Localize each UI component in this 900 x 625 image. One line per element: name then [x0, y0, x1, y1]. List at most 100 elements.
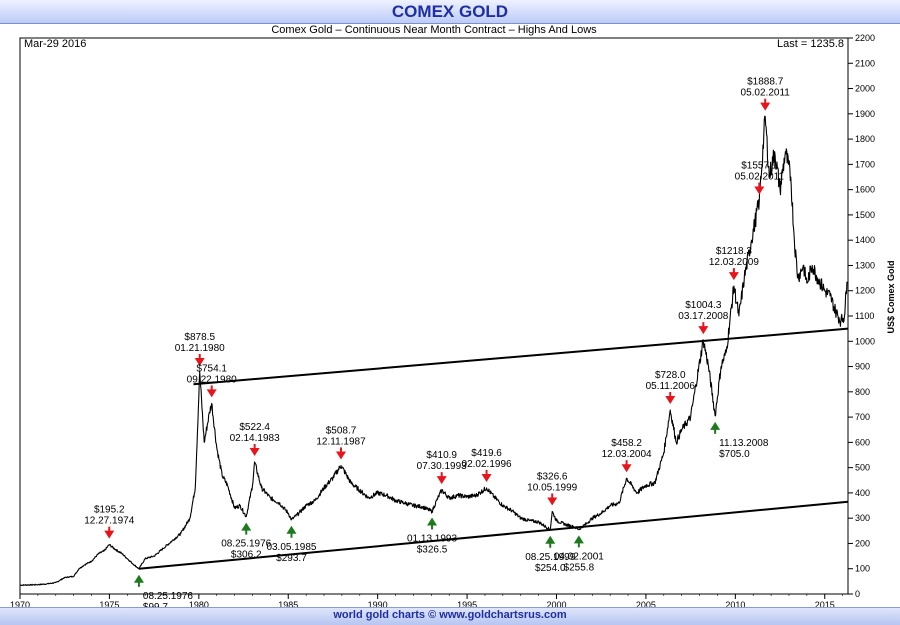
peak-date-label: 02.14.1983 — [230, 433, 280, 444]
peak-price-label: $878.5 — [184, 332, 215, 343]
peak-date-label: 10.05.1999 — [527, 482, 577, 493]
peak-marker — [336, 447, 347, 460]
peak-date-label: 07.30.1993 — [417, 461, 467, 472]
trough-arrow-icon — [241, 522, 252, 531]
y-tick-label: 200 — [855, 538, 870, 548]
footer-credit: world gold charts © www.goldchartsrus.co… — [333, 609, 567, 621]
peak-date-label: 12.27.1974 — [84, 516, 134, 527]
peak-marker — [481, 469, 492, 482]
trough-marker — [427, 517, 438, 530]
peak-marker — [436, 472, 447, 485]
peak-marker — [760, 98, 771, 111]
y-tick-label: 1600 — [855, 185, 875, 195]
trough-price-label: $705.0 — [719, 449, 750, 460]
y-tick-label: 1400 — [855, 235, 875, 245]
trendline-upper — [193, 327, 849, 386]
peak-date-label: 02.02.1996 — [462, 459, 512, 470]
chart-title: COMEX GOLD — [391, 2, 509, 21]
peak-marker — [249, 443, 260, 456]
x-tick-label: 1975 — [99, 600, 119, 610]
y-tick-label: 100 — [855, 564, 870, 574]
y-tick-label: 1200 — [855, 286, 875, 296]
y-tick-label: 900 — [855, 362, 870, 372]
peak-arrow-icon — [621, 464, 632, 473]
peak-date-label: 12.03.2004 — [602, 449, 652, 460]
trough-date-label: 11.13.2008 — [719, 438, 769, 449]
trough-marker — [286, 525, 297, 538]
x-tick-label: 1985 — [278, 600, 298, 610]
trough-price-label: $254.0 — [535, 563, 566, 574]
peak-arrow-icon — [206, 389, 217, 398]
x-tick-label: 2005 — [636, 600, 656, 610]
trendlines — [138, 327, 849, 570]
peak-date-label: 12.11.1987 — [316, 436, 366, 447]
y-tick-label: 1100 — [855, 311, 874, 321]
peak-arrow-icon — [760, 102, 771, 111]
peak-arrow-icon — [754, 186, 765, 195]
trendline-lower — [138, 500, 849, 570]
y-tick-label: 1000 — [855, 336, 875, 346]
peak-date-label: 05.02.2011 — [735, 171, 785, 182]
peak-price-label: $1888.7 — [747, 77, 784, 88]
price-series — [19, 115, 848, 587]
footer-band — [0, 607, 900, 625]
last-value-label: Last = 1235.8 — [777, 38, 844, 50]
peak-arrow-icon — [249, 447, 260, 456]
y-tick-label: 1500 — [855, 210, 875, 220]
trough-date-label: 08.25.1999 — [525, 552, 575, 563]
y-tick-label: 1300 — [855, 260, 875, 270]
annotations: $195.212.27.1974 $878.501.21.1980 $754.109… — [84, 77, 790, 613]
y-tick-label: 1900 — [855, 109, 875, 119]
y-tick-label: 300 — [855, 513, 870, 523]
y-axis-title: US$ Comex Gold — [886, 260, 896, 334]
peak-arrow-icon — [336, 451, 347, 460]
peak-marker — [104, 526, 115, 539]
peak-price-label: $410.9 — [426, 450, 457, 461]
peak-date-label: 03.17.2008 — [678, 311, 728, 322]
price-line — [19, 115, 848, 587]
peak-marker — [547, 493, 558, 506]
trough-arrow-icon — [573, 535, 584, 544]
title-band — [0, 0, 900, 24]
y-tick-label: 2200 — [855, 33, 875, 43]
y-tick-label: 800 — [855, 387, 870, 397]
peak-price-label: $754.1 — [196, 363, 227, 374]
x-tick-label: 1990 — [368, 600, 388, 610]
y-tick-label: 700 — [855, 412, 870, 422]
trough-date-label: 08.25.1976 — [143, 591, 193, 602]
peak-marker — [698, 322, 709, 335]
peak-date-label: 05.11.2006 — [646, 381, 696, 392]
peak-marker — [754, 182, 765, 195]
peak-price-label: $326.6 — [537, 471, 568, 482]
peak-arrow-icon — [728, 272, 739, 281]
x-tick-label: 2010 — [725, 600, 745, 610]
trough-arrow-icon — [133, 574, 144, 583]
trough-marker — [545, 535, 556, 548]
trough-marker — [241, 522, 252, 535]
peak-price-label: $1557.1 — [741, 160, 778, 171]
trough-date-label: 04.02.2001 — [554, 551, 604, 562]
trough-arrow-icon — [710, 421, 721, 430]
peak-marker — [206, 385, 217, 398]
peak-date-label: 01.21.1980 — [175, 343, 225, 354]
peak-arrow-icon — [698, 326, 709, 335]
peak-marker — [665, 392, 676, 405]
y-tick-label: 1700 — [855, 159, 875, 169]
peak-arrow-icon — [194, 357, 205, 366]
y-tick-label: 400 — [855, 488, 870, 498]
trough-date-label: 03.05.1985 — [266, 542, 316, 553]
peak-price-label: $1004.3 — [685, 300, 722, 311]
y-tick-label: 2100 — [855, 58, 875, 68]
trough-price-label: $306.2 — [231, 550, 262, 561]
y-tick-label: 1800 — [855, 134, 875, 144]
peak-price-label: $1218.3 — [716, 246, 753, 257]
peak-arrow-icon — [481, 473, 492, 482]
trough-price-label: $293.7 — [276, 553, 307, 564]
peak-date-label: 12.03.2009 — [709, 257, 759, 268]
trough-marker — [573, 535, 584, 548]
y-tick-label: 0 — [855, 589, 860, 599]
trough-date-label: 01.13.1993 — [407, 533, 457, 544]
chart-subtitle: Comex Gold – Continuous Near Month Contr… — [271, 24, 597, 36]
x-tick-label: 1995 — [457, 600, 477, 610]
trough-marker — [710, 421, 721, 434]
